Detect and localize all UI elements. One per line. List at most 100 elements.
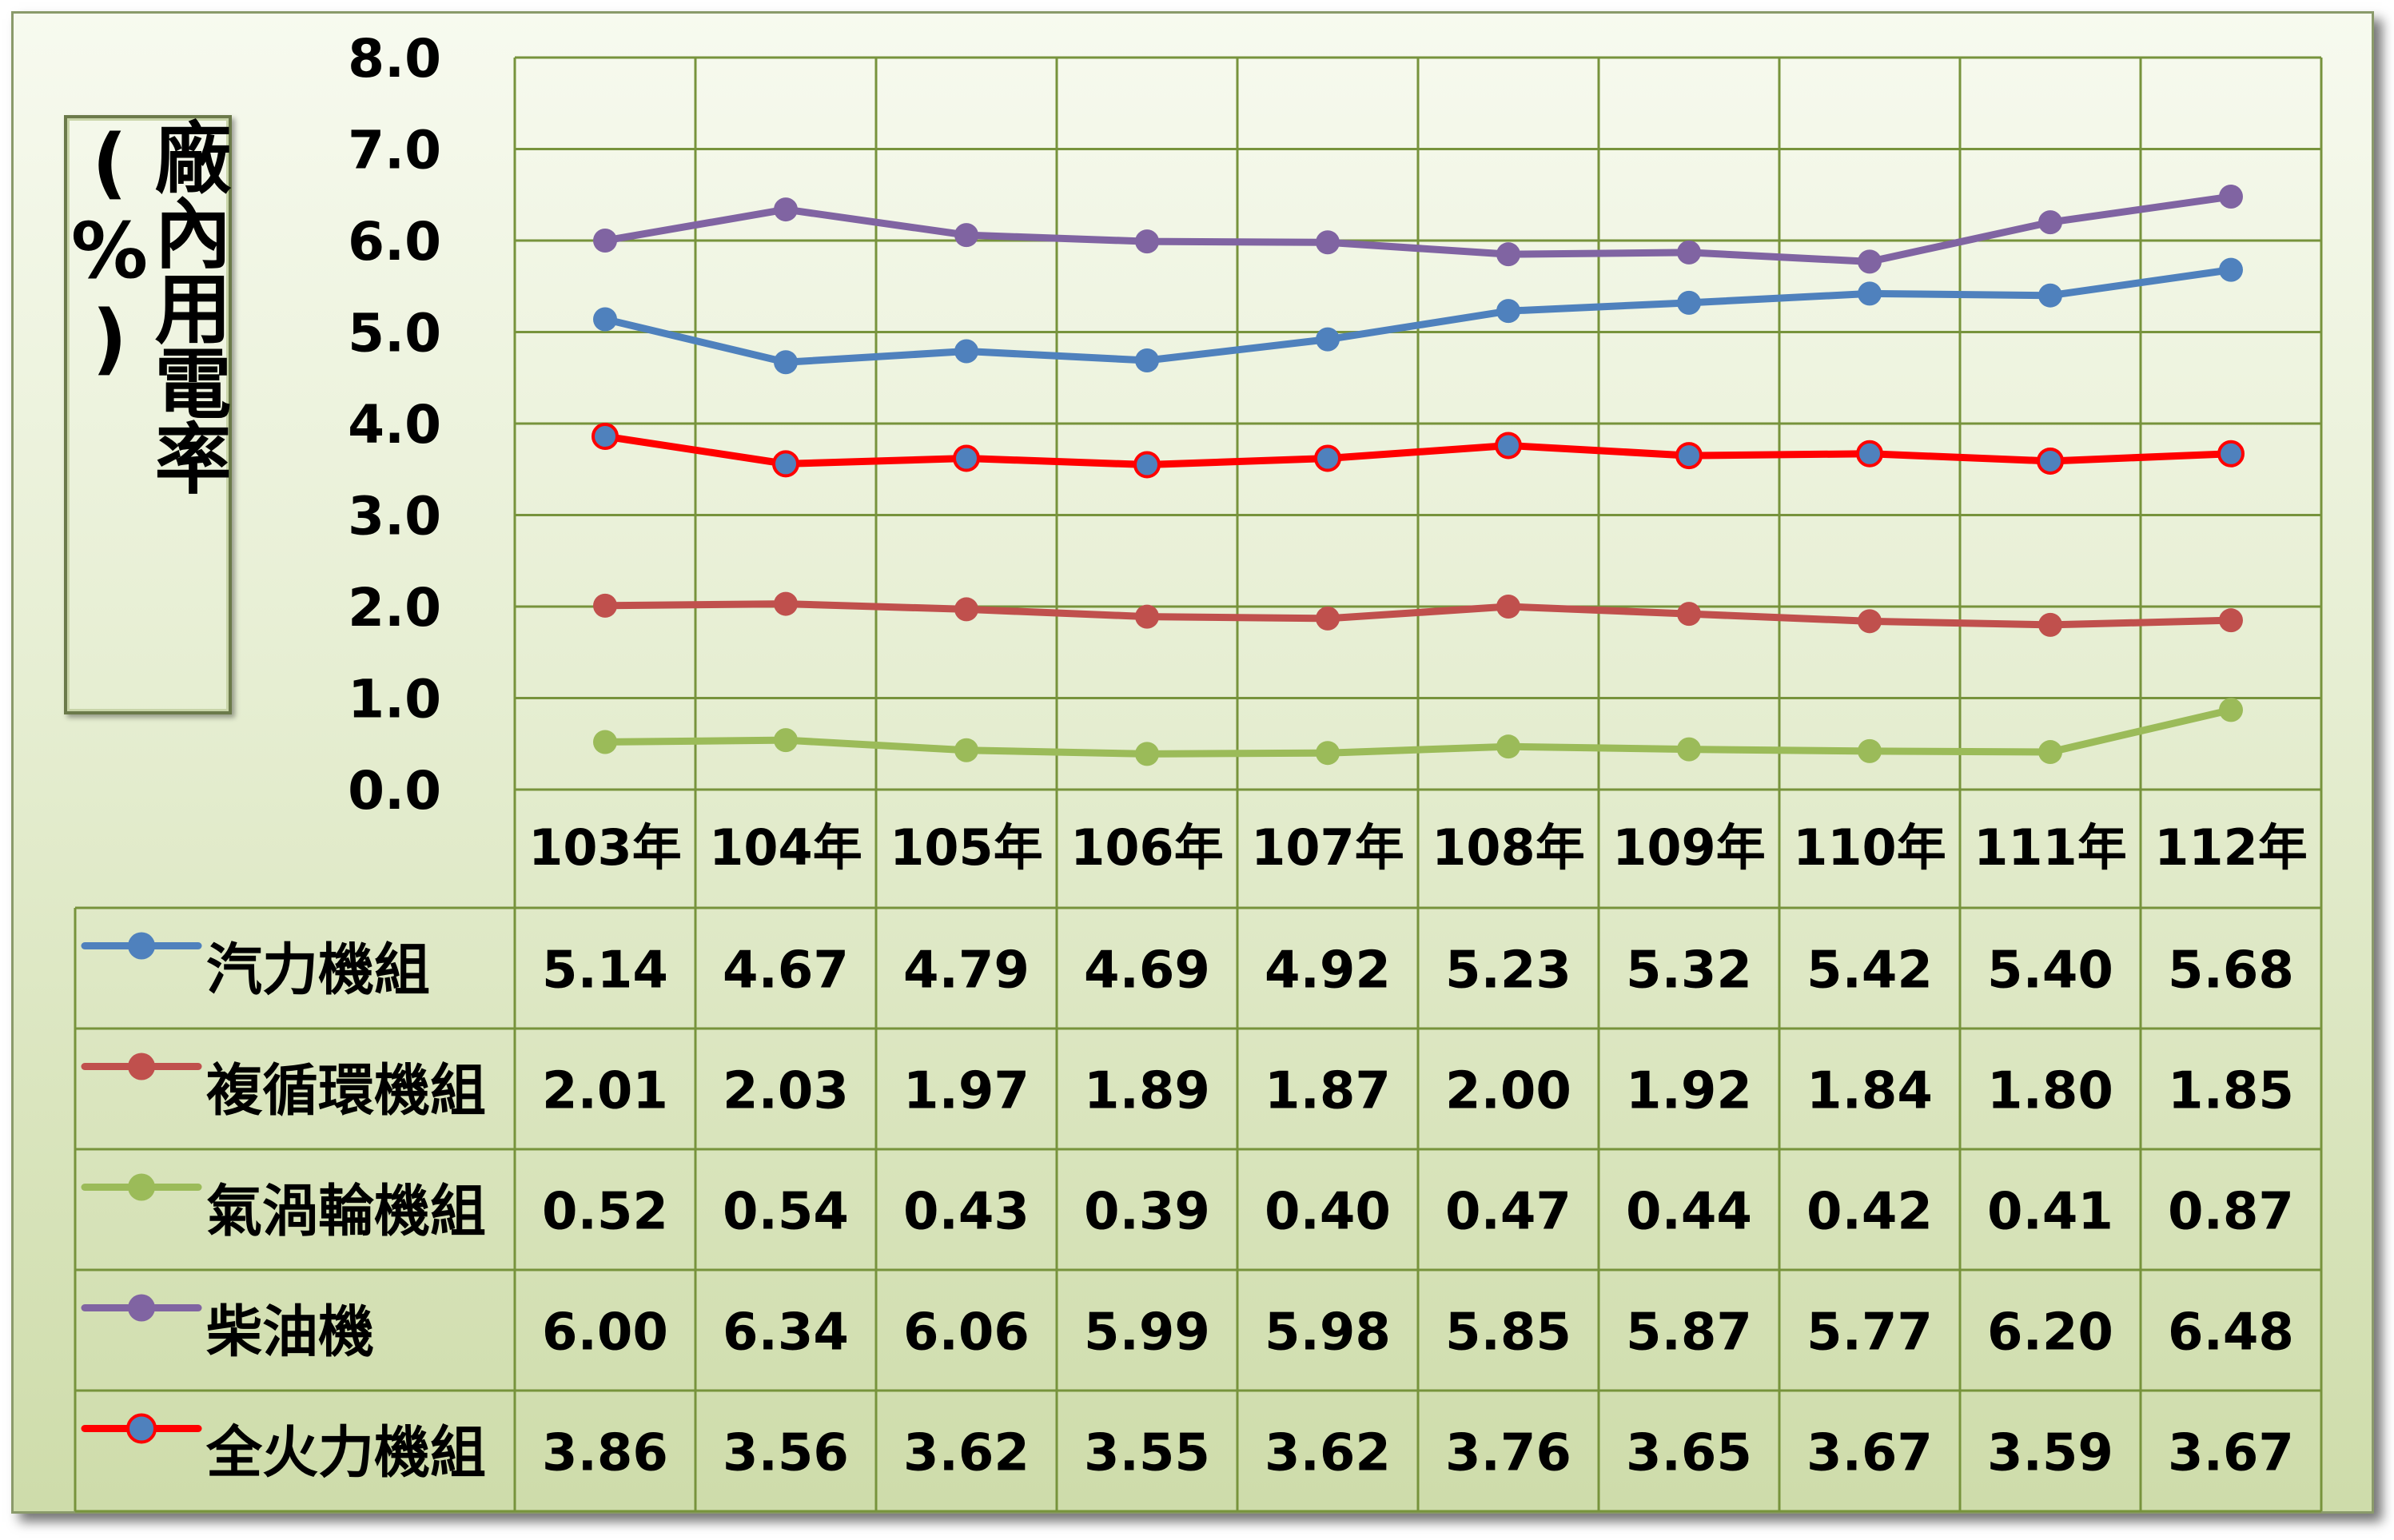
table-cell-value: 3.55 (1084, 1424, 1210, 1483)
data-point (1675, 442, 1703, 470)
legend-key-marker (128, 1053, 155, 1080)
table-cell-value: 3.86 (542, 1424, 668, 1483)
data-point (593, 229, 617, 253)
table-cell-value: 6.06 (903, 1303, 1030, 1363)
data-point (1858, 738, 1882, 763)
table-cell-value: 0.40 (1265, 1183, 1391, 1242)
data-point (1677, 240, 1701, 265)
data-point (1496, 299, 1520, 324)
data-point (774, 197, 798, 222)
data-point (954, 597, 978, 622)
table-cell-value: 1.84 (1806, 1062, 1933, 1121)
table-cell-value: 1.89 (1084, 1062, 1210, 1121)
data-point (1858, 281, 1882, 306)
data-point (2037, 447, 2064, 475)
table-cell-value: 2.00 (1445, 1062, 1571, 1121)
data-point (1858, 249, 1882, 274)
x-category-label: 111年 (1974, 818, 2126, 877)
y-axis-title: 廠內用電率(%) (65, 118, 231, 494)
x-category-label: 103年 (528, 818, 681, 877)
data-point (1858, 609, 1882, 634)
series-line (601, 600, 2235, 629)
data-point (1677, 602, 1701, 627)
x-category-label: 108年 (1432, 818, 1584, 877)
table-cell-value: 0.44 (1626, 1183, 1752, 1242)
data-point (954, 738, 978, 762)
series-line (601, 706, 2235, 758)
table-cell-value: 6.48 (2168, 1303, 2294, 1363)
table-cell-value: 1.92 (1626, 1062, 1752, 1121)
table-cell-value: 1.85 (2168, 1062, 2294, 1121)
table-cell-value: 5.23 (1445, 941, 1571, 1001)
data-point (1135, 742, 1159, 766)
data-point (593, 730, 617, 754)
data-point (1856, 440, 1883, 468)
table-cell-value: 0.87 (2168, 1183, 2294, 1242)
table-cell-value: 1.80 (1987, 1062, 2113, 1121)
data-point (2219, 257, 2243, 282)
data-point (954, 223, 978, 248)
table-cell-value: 0.41 (1987, 1183, 2113, 1242)
data-point (774, 591, 798, 616)
table-cell-value: 3.65 (1626, 1424, 1752, 1483)
x-category-label: 110年 (1793, 818, 1946, 877)
data-point (2038, 612, 2062, 637)
data-point (1316, 741, 1340, 766)
x-category-label: 109年 (1612, 818, 1765, 877)
y-tick-label: 1.0 (348, 669, 441, 730)
data-point (774, 728, 798, 753)
table-cell-value: 3.62 (903, 1424, 1030, 1483)
table-cell-value: 1.87 (1265, 1062, 1391, 1121)
data-point (1133, 451, 1161, 479)
x-category-label: 105年 (890, 818, 1042, 877)
series-name: 柴油機 (206, 1299, 374, 1365)
data-point (1496, 595, 1520, 619)
data-point (953, 444, 980, 472)
series-name: 氣渦輪機組 (206, 1179, 486, 1244)
table-cell-value: 4.69 (1084, 941, 1210, 1001)
table-cell-value: 3.67 (2168, 1424, 2294, 1483)
y-axis-title-box: 廠內用電率(%) (64, 115, 232, 714)
x-category-label: 104年 (709, 818, 862, 877)
table-cell-value: 2.03 (723, 1062, 849, 1121)
table-cell-value: 5.85 (1445, 1303, 1571, 1363)
data-point (593, 593, 617, 618)
data-point (1495, 432, 1522, 460)
data-point (1314, 444, 1341, 472)
table-cell-value: 5.40 (1987, 941, 2113, 1001)
series-name: 全火力機組 (205, 1420, 486, 1486)
y-tick-label: 6.0 (348, 211, 441, 273)
table-cell-value: 5.77 (1806, 1303, 1933, 1363)
legend-key-marker (126, 1413, 157, 1444)
data-point (1316, 327, 1340, 352)
table-cell-value: 5.42 (1806, 941, 1933, 1001)
series-line (601, 266, 2235, 366)
series-name: 複循環機組 (206, 1058, 486, 1124)
data-point (2038, 210, 2062, 235)
y-tick-label: 7.0 (348, 120, 441, 181)
data-point (1135, 604, 1159, 629)
data-point (1677, 737, 1701, 762)
table-cell-value: 3.67 (1806, 1424, 1933, 1483)
table-cell-value: 0.52 (542, 1183, 668, 1242)
table-cell-value: 0.42 (1806, 1183, 1933, 1242)
data-point (1496, 734, 1520, 759)
y-tick-label: 2.0 (348, 577, 441, 639)
y-tick-label: 3.0 (348, 486, 441, 547)
data-point (954, 339, 978, 364)
data-point (1135, 348, 1159, 372)
table-cell-value: 5.14 (542, 941, 668, 1001)
table-cell-value: 5.32 (1626, 941, 1752, 1001)
table-cell-value: 5.99 (1084, 1303, 1210, 1363)
series-name: 汽力機組 (206, 937, 430, 1003)
table-cell-value: 2.01 (542, 1062, 668, 1121)
table-cell-value: 5.87 (1626, 1303, 1752, 1363)
table-cell-value: 6.34 (723, 1303, 849, 1363)
table-cell-value: 0.43 (903, 1183, 1030, 1242)
table-cell-value: 4.92 (1265, 941, 1391, 1001)
data-point (2219, 608, 2243, 633)
data-point (2038, 740, 2062, 765)
legend-key-marker (128, 1294, 155, 1322)
data-point (1677, 290, 1701, 315)
chart-frame (11, 11, 2374, 1514)
